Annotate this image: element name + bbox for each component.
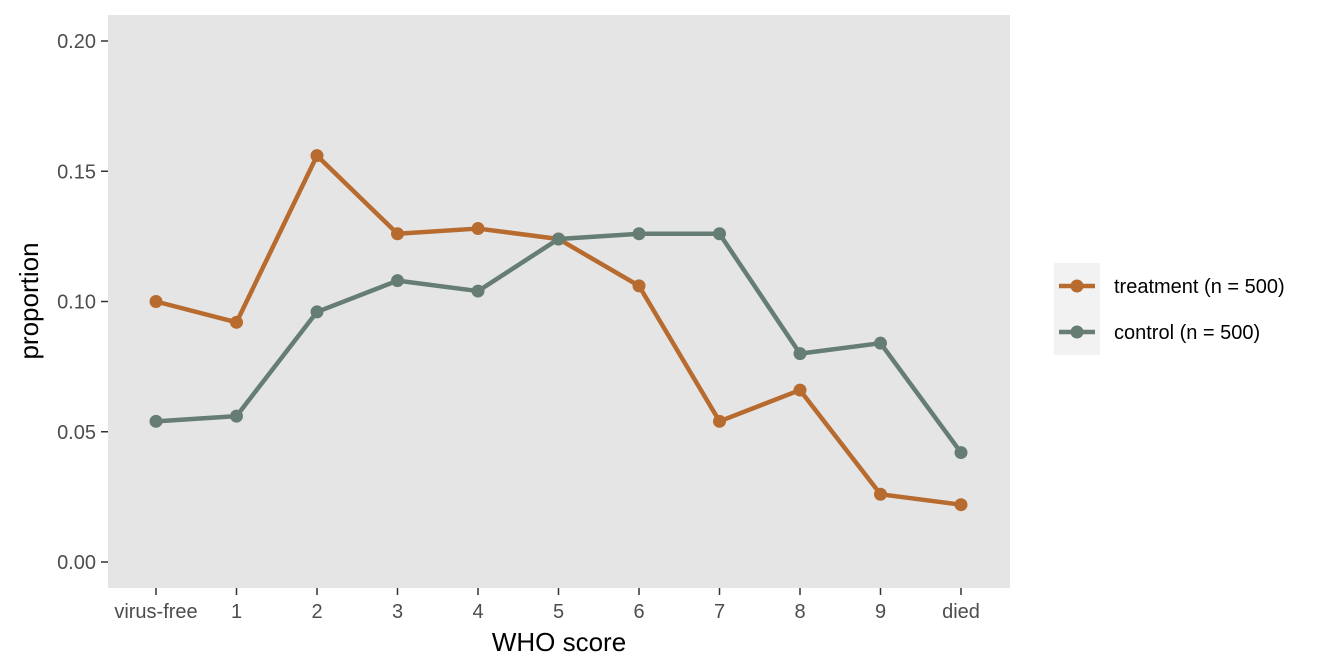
- legend-label: control (n = 500): [1114, 322, 1260, 344]
- data-point: [954, 446, 968, 460]
- x-tick-label: virus-free: [114, 601, 197, 623]
- data-point: [552, 232, 565, 246]
- x-tick-label: 4: [472, 601, 483, 623]
- data-point: [632, 227, 646, 241]
- data-point: [793, 347, 807, 361]
- data-point: [713, 414, 726, 428]
- data-point: [391, 274, 404, 288]
- data-point: [149, 414, 163, 428]
- data-point: [632, 279, 646, 293]
- x-axis: virus-free 1 2 3 4 5 6 7 8 9 died: [114, 588, 980, 623]
- legend-key-point: [1070, 279, 1084, 293]
- x-tick-label: 8: [794, 601, 805, 623]
- data-point: [874, 336, 887, 350]
- x-tick-label: 1: [231, 601, 242, 623]
- legend-key-background: [1054, 263, 1100, 355]
- data-point: [713, 227, 726, 241]
- data-point: [471, 222, 485, 236]
- x-tick-label: 5: [553, 601, 564, 623]
- legend-key-point: [1070, 325, 1084, 339]
- y-tick-label: 0.05: [57, 422, 96, 444]
- data-point: [793, 383, 807, 397]
- x-tick-label: 3: [392, 601, 403, 623]
- plot-panel: [108, 15, 1010, 588]
- y-axis-title: proportion: [14, 242, 44, 359]
- data-point: [230, 409, 243, 423]
- series-layer: [149, 149, 968, 512]
- series-control: [149, 227, 968, 460]
- data-point: [310, 149, 324, 163]
- y-tick-label: 0.20: [57, 31, 96, 53]
- x-tick-label: 2: [311, 601, 322, 623]
- data-point: [874, 487, 887, 501]
- x-tick-label: died: [942, 601, 980, 623]
- x-axis-title: WHO score: [492, 627, 626, 657]
- data-point: [310, 305, 324, 319]
- x-tick-label: 6: [633, 601, 644, 623]
- data-point: [471, 284, 485, 298]
- y-axis: 0.00 0.05 0.10 0.15 0.20: [57, 31, 108, 574]
- y-tick-label: 0.10: [57, 292, 96, 314]
- data-point: [230, 315, 243, 329]
- data-point: [149, 295, 163, 308]
- x-tick-label: 7: [714, 601, 725, 623]
- y-tick-label: 0.15: [57, 161, 96, 183]
- legend-label: treatment (n = 500): [1114, 276, 1285, 298]
- data-point: [391, 227, 404, 241]
- legend: treatment (n = 500) control (n = 500): [1054, 263, 1285, 355]
- data-point: [954, 498, 968, 512]
- y-tick-label: 0.00: [57, 552, 96, 574]
- x-tick-label: 9: [875, 601, 886, 623]
